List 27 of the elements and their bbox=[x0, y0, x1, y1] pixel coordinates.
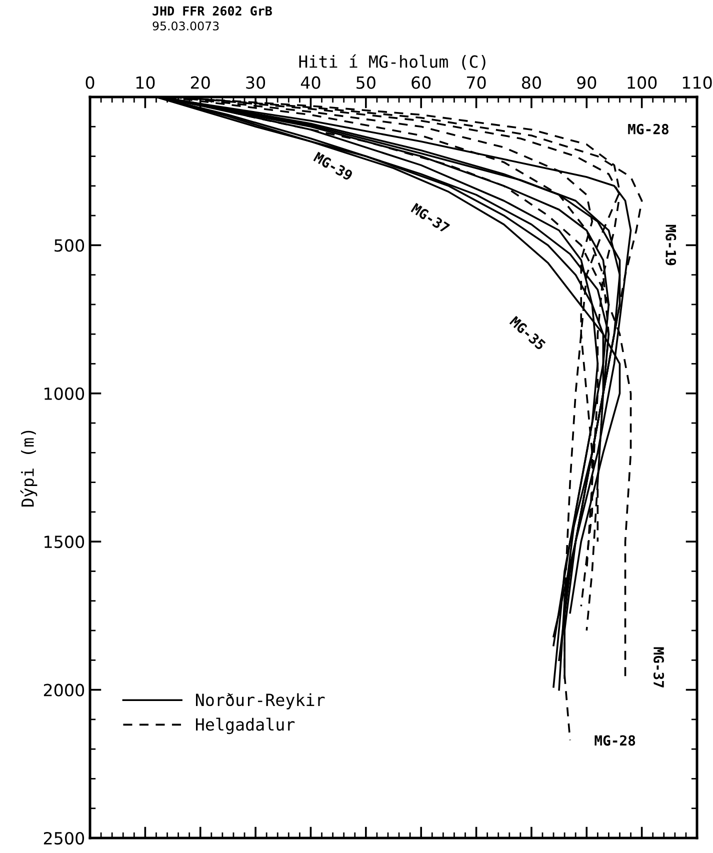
x-tick-label: 110 bbox=[682, 76, 712, 89]
annotation: MG-37 bbox=[654, 647, 664, 688]
x-axis-title: Hiti í MG-holum (C) bbox=[299, 54, 486, 70]
x-tick-label: 0 bbox=[86, 76, 94, 89]
x-tick-label: 80 bbox=[522, 76, 541, 89]
legend-label: Norður-Reykir bbox=[196, 693, 325, 710]
x-tick-label: 30 bbox=[246, 76, 266, 89]
x-tick-label: 90 bbox=[577, 76, 596, 89]
y-tick-label: 1000 bbox=[44, 387, 84, 400]
x-tick-label: 70 bbox=[467, 76, 486, 89]
x-tick-label: 10 bbox=[136, 76, 155, 89]
y-axis-title: Dýpi (m) bbox=[20, 430, 38, 507]
x-tick-label: 60 bbox=[412, 76, 431, 89]
x-tick-label: 100 bbox=[628, 76, 657, 89]
x-tick-label: 20 bbox=[190, 76, 210, 89]
annotation: MG-19 bbox=[666, 224, 676, 266]
text: JHD FFR 2602 GrB bbox=[152, 6, 272, 16]
text: 95.03.0073 bbox=[152, 21, 219, 30]
x-tick-label: 50 bbox=[356, 76, 376, 89]
y-tick-label: 2500 bbox=[44, 832, 84, 845]
annotation: MG-28 bbox=[594, 735, 636, 746]
annotation: MG-28 bbox=[628, 124, 668, 134]
y-tick-label: 2000 bbox=[44, 684, 84, 696]
legend-label: Helgadalur bbox=[196, 718, 295, 734]
x-tick-label: 40 bbox=[300, 76, 320, 89]
y-tick-label: 500 bbox=[54, 239, 84, 252]
y-tick-label: 1500 bbox=[44, 536, 84, 548]
